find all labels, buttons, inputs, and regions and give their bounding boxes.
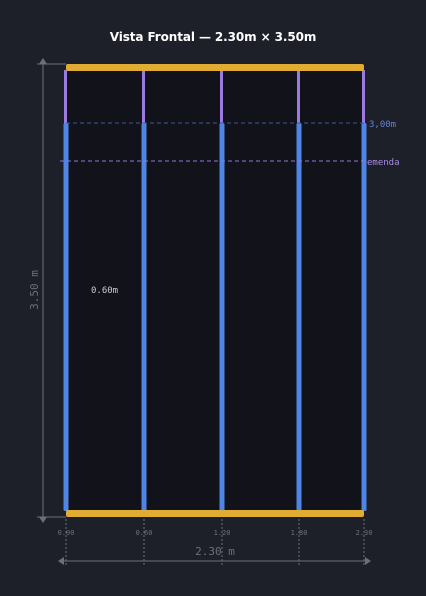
- stud-lower-3: [219, 123, 225, 511]
- tick-label-3: 1.20: [214, 529, 231, 537]
- stud-upper-3: [220, 70, 223, 125]
- stud-upper-1: [64, 70, 67, 125]
- height-label: 3.50 m: [28, 270, 41, 310]
- width-arrow-right: [365, 557, 371, 565]
- stud-upper-5: [362, 70, 365, 125]
- tick-label-1: 0.00: [58, 529, 75, 537]
- height-arrow-top: [39, 58, 47, 64]
- height-arrow-bottom: [39, 517, 47, 523]
- top-plate: [66, 64, 364, 71]
- diagram-title: Vista Frontal — 2.30m × 3.50m: [109, 30, 317, 44]
- width-arrow-left: [58, 557, 64, 565]
- spacing-label: 0.60m: [91, 286, 118, 296]
- tick-label-2: 0.60: [136, 529, 153, 537]
- width-label: 2.30 m: [195, 545, 235, 558]
- studs-group: [63, 70, 367, 511]
- stud-lower-4: [296, 123, 302, 511]
- stud-lower-2: [141, 123, 147, 511]
- tick-label-5: 2.30: [356, 529, 373, 537]
- wall-panel: [66, 68, 363, 513]
- stud-lower-1: [63, 123, 69, 511]
- x-ticks-group: 0.00 0.60 1.20 1.80 2.30: [58, 519, 373, 566]
- level-3m-label: 3,00m: [369, 120, 396, 130]
- bottom-plate: [66, 510, 364, 517]
- stud-lower-5: [361, 123, 367, 511]
- stud-upper-4: [297, 70, 300, 125]
- splice-label: emenda: [367, 158, 400, 168]
- tick-label-4: 1.80: [291, 529, 308, 537]
- stud-upper-2: [142, 70, 145, 125]
